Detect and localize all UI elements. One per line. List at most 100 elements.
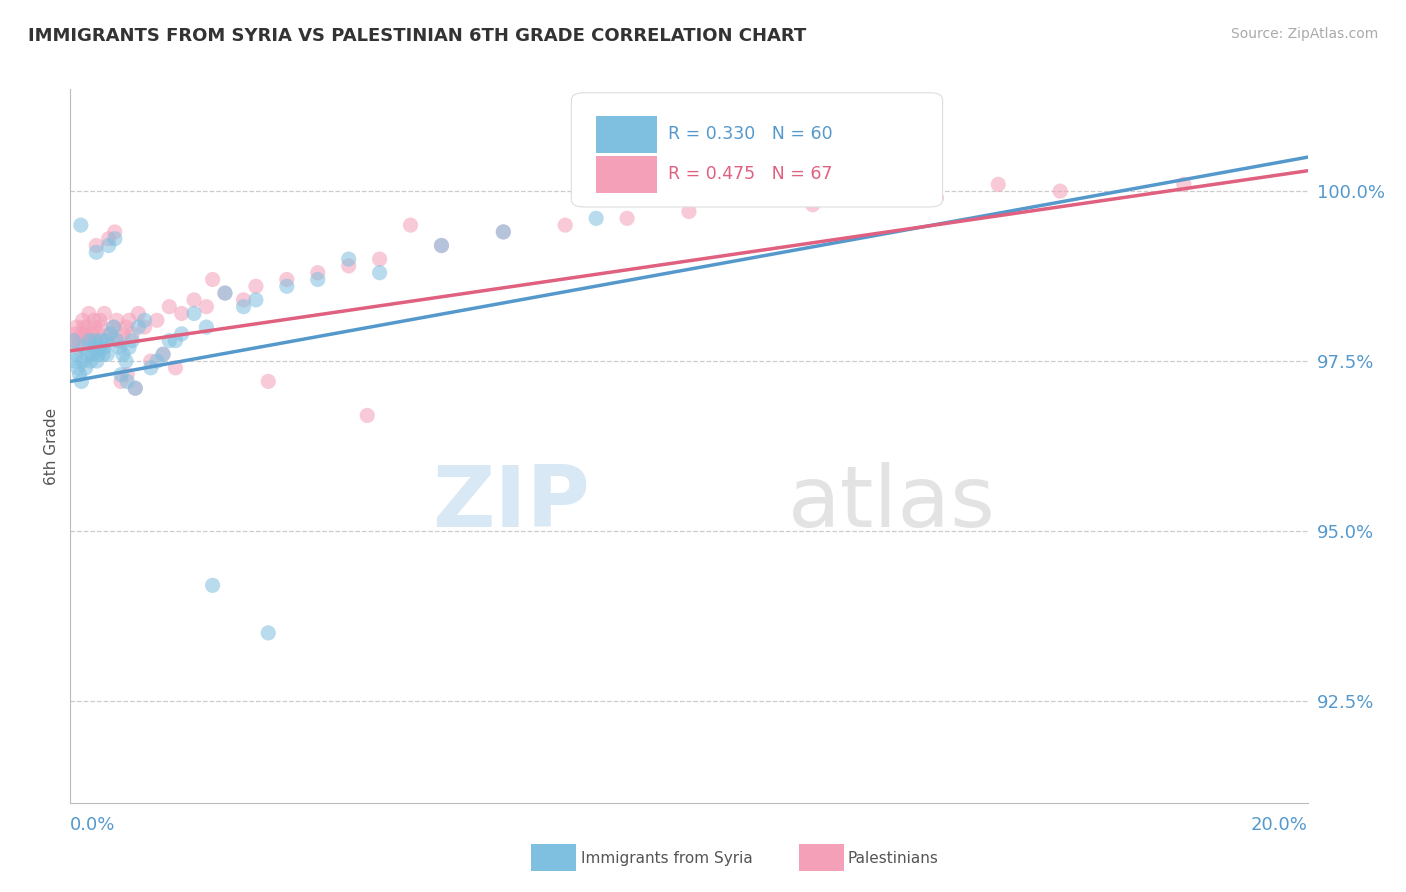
Point [245,279,267,293]
Text: R = 0.330   N = 60: R = 0.330 N = 60 [668,125,832,143]
Point [105,334,128,348]
Point [368,266,391,280]
Text: Palestinians: Palestinians [848,851,939,865]
Point [110,368,132,382]
Point [124,381,146,395]
Point [232,293,254,307]
Text: Source: ZipAtlas.com: Source: ZipAtlas.com [1230,27,1378,41]
Point [257,626,280,640]
Point [70,375,93,389]
Point [183,306,205,320]
Point [146,354,169,368]
Text: R = 0.475   N = 67: R = 0.475 N = 67 [668,165,832,183]
Point [214,286,236,301]
Point [87,326,110,341]
Point [65,354,87,368]
Point [90,334,112,348]
Point [740,191,762,205]
Point [307,266,329,280]
Point [96,334,118,348]
Point [146,313,169,327]
Point [492,225,515,239]
Point [62,334,84,348]
Point [65,347,87,361]
Point [111,326,134,341]
Point [80,326,103,341]
Point [87,347,110,361]
Point [678,204,700,219]
Point [257,375,280,389]
Point [195,320,218,334]
Point [492,225,515,239]
Point [152,347,174,361]
Point [108,341,131,355]
Text: Immigrants from Syria: Immigrants from Syria [581,851,752,865]
Point [1173,178,1195,192]
Point [214,286,236,301]
Point [69,368,91,382]
Point [66,360,89,375]
Point [89,313,111,327]
Point [585,211,607,226]
Point [134,320,156,334]
Point [86,334,108,348]
Point [84,320,107,334]
Point [83,341,105,355]
Point [356,409,378,423]
Text: atlas: atlas [787,461,995,545]
Text: ZIP: ZIP [432,461,591,545]
Point [121,334,143,348]
Point [170,326,193,341]
Point [430,238,453,252]
Point [801,198,824,212]
Point [183,293,205,307]
Point [96,347,118,361]
Point [97,238,120,252]
Point [80,334,103,348]
Point [84,334,107,348]
Point [118,313,141,327]
Point [72,313,94,327]
Point [84,238,107,252]
Text: 20.0%: 20.0% [1251,816,1308,834]
Point [1049,184,1071,198]
Point [987,178,1010,192]
Point [89,341,111,355]
Point [127,306,149,320]
Point [69,218,91,232]
Point [108,334,131,348]
Point [93,341,115,355]
Point [134,313,156,327]
Point [165,360,187,375]
Point [276,272,298,286]
Point [139,360,162,375]
Point [111,347,134,361]
Point [77,334,100,348]
Point [91,347,114,361]
Point [124,381,146,395]
Point [115,354,138,368]
Point [152,347,174,361]
Point [76,320,98,334]
Point [337,259,360,273]
Point [554,218,576,232]
Point [86,354,108,368]
Point [96,334,118,348]
Point [232,300,254,314]
Point [93,306,115,320]
Point [69,334,91,348]
Point [430,238,453,252]
Point [170,306,193,320]
Point [201,578,224,592]
Point [73,341,96,355]
Point [121,326,143,341]
Point [245,293,267,307]
Point [104,225,127,239]
FancyBboxPatch shape [571,93,942,207]
Point [276,279,298,293]
Point [115,375,138,389]
Point [157,334,180,348]
Point [195,300,218,314]
Point [337,252,360,266]
Point [103,320,125,334]
